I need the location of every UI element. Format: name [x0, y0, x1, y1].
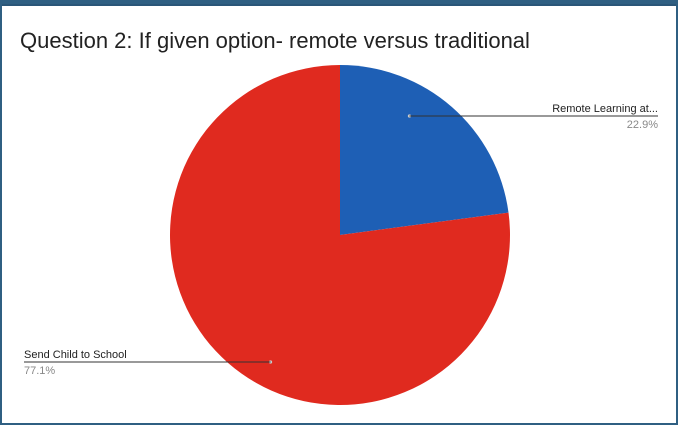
pie-callouts: Remote Learning at... 22.9% Send Child to …: [24, 103, 658, 377]
chart-card: Question 2: If given option- remote vers…: [2, 4, 676, 423]
slice-label-2: Send Child to School: [24, 349, 127, 361]
pie-slice-1: [340, 65, 509, 235]
pie-slice-2: [169, 65, 510, 406]
slice-value-2: 77.1%: [24, 365, 55, 377]
slice-value-1: 22.9%: [627, 119, 658, 131]
slice-label-1: Remote Learning at...: [552, 103, 658, 115]
pie-slices: [169, 65, 510, 406]
chart-title: Question 2: If given option- remote vers…: [20, 28, 530, 53]
pie-chart: Remote Learning at... 22.9% Send Child to …: [24, 65, 658, 406]
